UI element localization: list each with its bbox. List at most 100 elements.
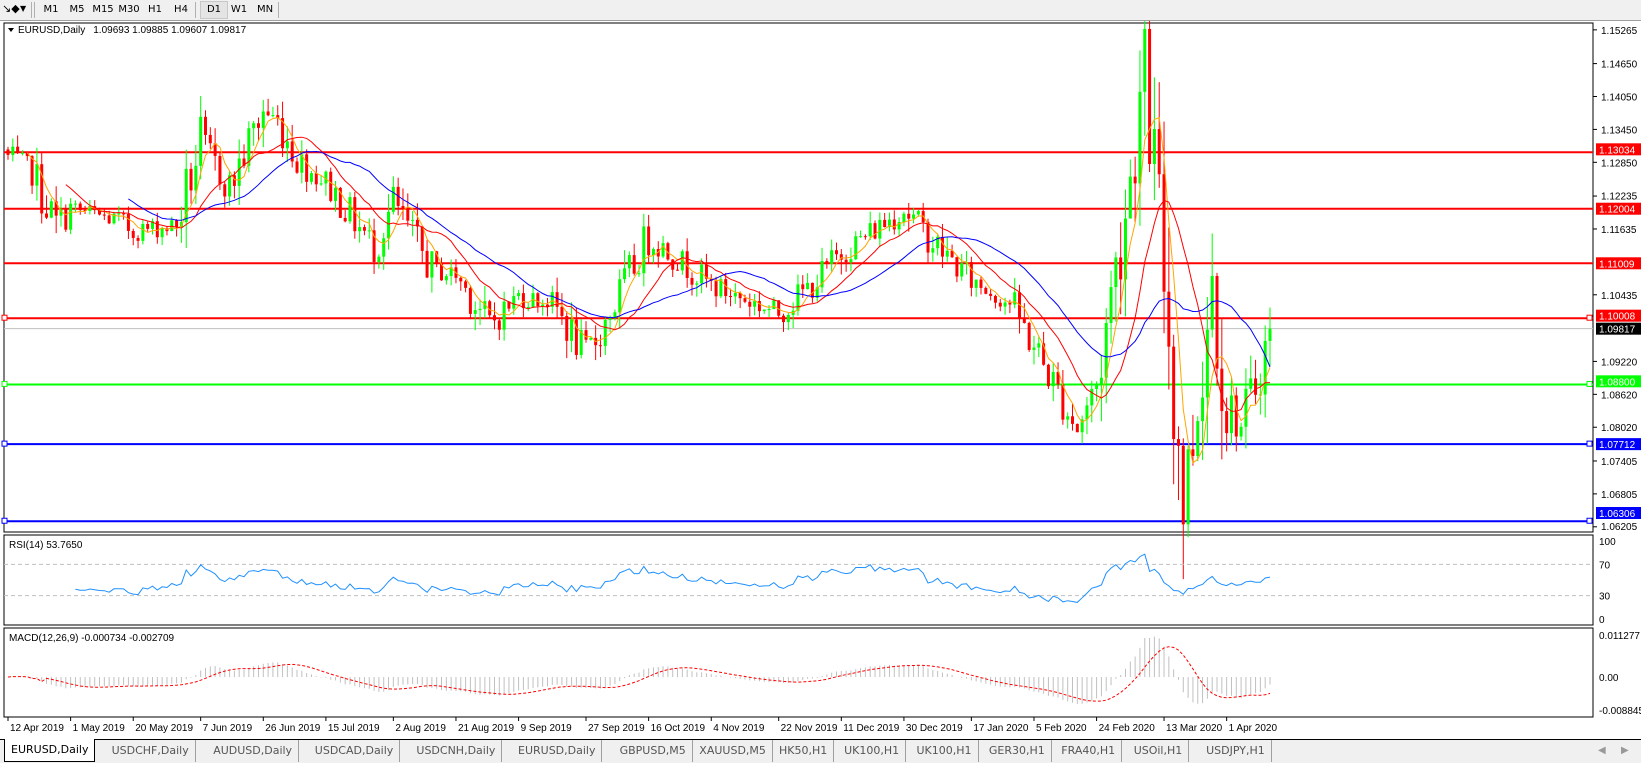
date-tick-label: 16 Oct 2019	[651, 723, 706, 734]
price-tick-label: 1.15265	[1601, 26, 1638, 37]
candle-body	[184, 168, 188, 223]
level-price-label-bg	[1596, 143, 1641, 156]
candle-body	[131, 230, 135, 238]
candle-body	[45, 213, 49, 218]
chart-tab[interactable]: USDCHF,Daily	[106, 740, 196, 762]
candle-body	[1244, 388, 1248, 427]
candle-body	[724, 279, 728, 297]
macd-label: MACD(12,26,9) -0.000734 -0.002709	[9, 633, 175, 644]
chart-ohlc-label: 1.09693 1.09885 1.09607 1.09817	[93, 25, 246, 36]
chart-tab[interactable]: FRA40,H1	[1055, 740, 1123, 762]
level-handle[interactable]	[1, 440, 8, 447]
chart-tab[interactable]: AUDUSD,Daily	[207, 740, 300, 762]
chart-tab[interactable]: USDCNH,Daily	[410, 740, 503, 762]
candle-body	[126, 214, 130, 231]
candle-body	[1148, 28, 1152, 165]
candle-body	[343, 217, 347, 222]
candle-body	[767, 309, 771, 311]
candle-body	[989, 293, 993, 296]
timeframe-h4-button[interactable]: H4	[174, 4, 188, 15]
candle-body	[815, 287, 819, 298]
level-price-label: 1.13034	[1599, 145, 1636, 156]
date-tick-label: 27 Sep 2019	[588, 723, 645, 734]
candle-body	[1003, 302, 1007, 307]
level-price-label-bg	[1596, 309, 1641, 322]
candle-body	[1128, 176, 1132, 219]
candle-body	[199, 116, 203, 166]
timeframe-m1-button[interactable]: M1	[43, 4, 59, 15]
chart-area[interactable]: 1.15265 1.14650 1.14050 1.13450 1.13034 1.128…	[0, 21, 1641, 739]
candle-body	[545, 304, 549, 307]
chart-tab[interactable]: UK100,H1	[838, 740, 907, 762]
chart-tab[interactable]: GBPUSD,M5	[614, 740, 693, 762]
timeframe-m30-button[interactable]: M30	[118, 4, 140, 15]
candle-body	[1186, 449, 1190, 525]
chart-tab[interactable]: UK100,H1	[911, 740, 979, 762]
level-handle[interactable]	[1, 380, 8, 387]
candle-body	[916, 211, 920, 215]
candle-body	[112, 213, 116, 224]
timeframe-h1-button[interactable]: H1	[148, 4, 162, 15]
timeframe-w1-button[interactable]: W1	[230, 4, 248, 15]
chart-tab[interactable]: USDJPY,H1	[1200, 740, 1272, 762]
candle-body	[406, 209, 410, 221]
candle-body	[695, 283, 699, 285]
date-tick-label: 15 Jul 2019	[328, 723, 380, 734]
candle-body	[232, 175, 236, 186]
candle-body	[319, 183, 323, 185]
candle-body	[1157, 129, 1161, 175]
candle-body	[671, 259, 675, 270]
level-handle[interactable]	[1586, 517, 1593, 524]
candle-body	[979, 279, 983, 288]
candle-body	[1172, 346, 1176, 440]
scroll-right-icon[interactable]: ▶	[1621, 745, 1629, 756]
candle-body	[276, 115, 280, 119]
candle-body	[1143, 28, 1147, 92]
chart-tab[interactable]: USOil,H1	[1128, 740, 1190, 762]
price-tick-label: 1.06205	[1601, 522, 1638, 533]
cursor-tools-icon[interactable]: ↘◆	[2, 2, 20, 15]
chevron-down-icon[interactable]	[8, 28, 14, 32]
candle-body	[78, 203, 82, 211]
candle-body	[936, 236, 940, 249]
candle-body	[570, 319, 574, 341]
candle-body	[863, 236, 867, 238]
timeframe-m15-button[interactable]: M15	[92, 4, 114, 15]
chart-tab[interactable]: HK50,H1	[773, 740, 835, 762]
scroll-left-icon[interactable]: ◀	[1598, 745, 1606, 756]
level-handle[interactable]	[1586, 314, 1593, 321]
chart-tabs: EURUSD,Daily USDCHF,Daily AUDUSD,Daily USDC…	[0, 739, 1641, 763]
level-handle[interactable]	[1, 517, 8, 524]
candle-body	[623, 268, 627, 280]
level-price-label-bg	[1596, 202, 1641, 215]
date-tick-label: 4 Nov 2019	[713, 723, 765, 734]
candle-body	[550, 292, 554, 307]
level-handle[interactable]	[1586, 440, 1593, 447]
candle-body	[88, 206, 92, 211]
chart-tab[interactable]: EURUSD,Daily	[4, 739, 96, 762]
level-handle[interactable]	[1586, 380, 1593, 387]
candle-body	[73, 203, 77, 205]
candle-body	[425, 250, 429, 278]
candle-body	[69, 203, 73, 230]
candle-body	[473, 310, 477, 314]
chevron-down-icon[interactable]: ▼	[20, 4, 27, 13]
chart-tab[interactable]: GER30,H1	[983, 740, 1052, 762]
candle-body	[584, 330, 588, 340]
candle-body	[20, 152, 24, 154]
candle-body	[213, 143, 217, 156]
level-handle[interactable]	[1, 314, 8, 321]
candle-body	[998, 302, 1002, 307]
timeframe-mn-button[interactable]: MN	[256, 4, 274, 15]
timeframe-m5-button[interactable]: M5	[69, 4, 85, 15]
candle-body	[849, 259, 853, 263]
candle-body	[536, 293, 540, 307]
chart-tab[interactable]: USDCAD,Daily	[309, 740, 401, 762]
candle-body	[955, 257, 959, 277]
candle-body	[859, 236, 863, 238]
candle-body	[1090, 388, 1094, 406]
candle-body	[208, 134, 212, 144]
chart-tab[interactable]: EURUSD,Daily	[512, 740, 603, 762]
chart-tab[interactable]: XAUUSD,M5	[693, 740, 773, 762]
timeframe-d1-button[interactable]: D1	[200, 1, 228, 19]
